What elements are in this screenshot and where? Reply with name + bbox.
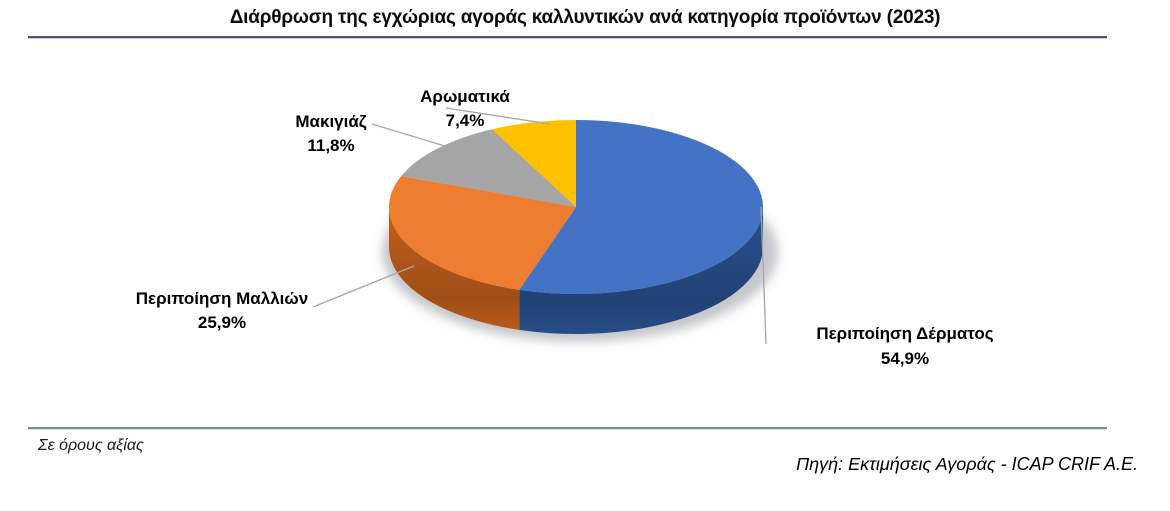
pie-slice-side-0-shade — [519, 207, 763, 335]
slice-label-value: 25,9% — [197, 313, 247, 332]
pie-slice-top-1 — [388, 175, 576, 290]
leader-line-aromatika — [445, 107, 551, 125]
slice-label-name: Μακιγιάζ — [295, 112, 367, 131]
leader-line-makigiaz — [371, 123, 449, 148]
slice-label-aromatika: Αρωματικά 7,4% — [385, 85, 545, 133]
leader-line-mallion — [312, 265, 415, 308]
slice-label-mallion: Περιποίηση Μαλλιών 25,9% — [97, 287, 347, 335]
page-title: Διάρθρωση της εγχώριας αγοράς καλλυντικώ… — [229, 7, 941, 28]
slice-label-value: 7,4% — [445, 111, 485, 130]
footnote-source: Πηγή: Εκτιμήσεις Αγοράς - ICAP CRIF A.E. — [796, 454, 1138, 474]
pie-slice-top-0 — [519, 120, 763, 294]
slice-label-name: Περιποίηση Δέρματος — [816, 324, 994, 343]
leader-line-dermatos — [760, 206, 767, 345]
pie-slice-side-1-shade — [389, 207, 520, 330]
pie-slices-group — [388, 120, 763, 335]
slice-label-dermatos: Περιποίηση Δέρματος 54,9% — [775, 321, 1035, 371]
footnote-value-basis: Σε όρους αξίας — [38, 437, 144, 454]
title-divider-line — [28, 36, 1107, 39]
slice-label-name: Περιποίηση Μαλλιών — [135, 289, 309, 308]
slice-label-value: 54,9% — [880, 349, 930, 368]
pie-slice-top-3 — [492, 120, 576, 207]
slice-label-makigiaz: Μακιγιάζ 11,8% — [251, 110, 411, 158]
slice-label-value: 11,8% — [307, 136, 355, 155]
pie-slice-top-2 — [401, 129, 576, 207]
slice-label-name: Αρωματικά — [420, 87, 510, 106]
footer-divider-line — [28, 427, 1107, 430]
